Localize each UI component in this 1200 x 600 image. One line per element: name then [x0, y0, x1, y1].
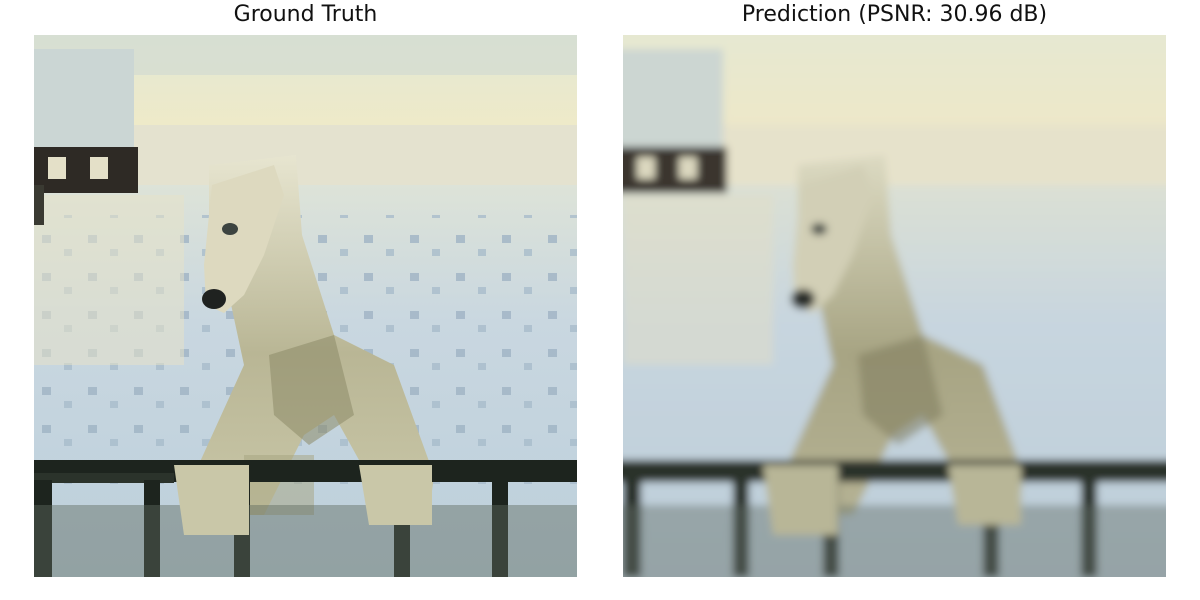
ground-truth-title: Ground Truth — [233, 2, 378, 27]
prediction-image — [623, 35, 1166, 577]
prediction-photo — [623, 35, 1166, 577]
ground-truth-image — [34, 35, 577, 577]
ground-truth-photo — [34, 35, 577, 577]
prediction-title: Prediction (PSNR: 30.96 dB) — [741, 2, 1048, 27]
